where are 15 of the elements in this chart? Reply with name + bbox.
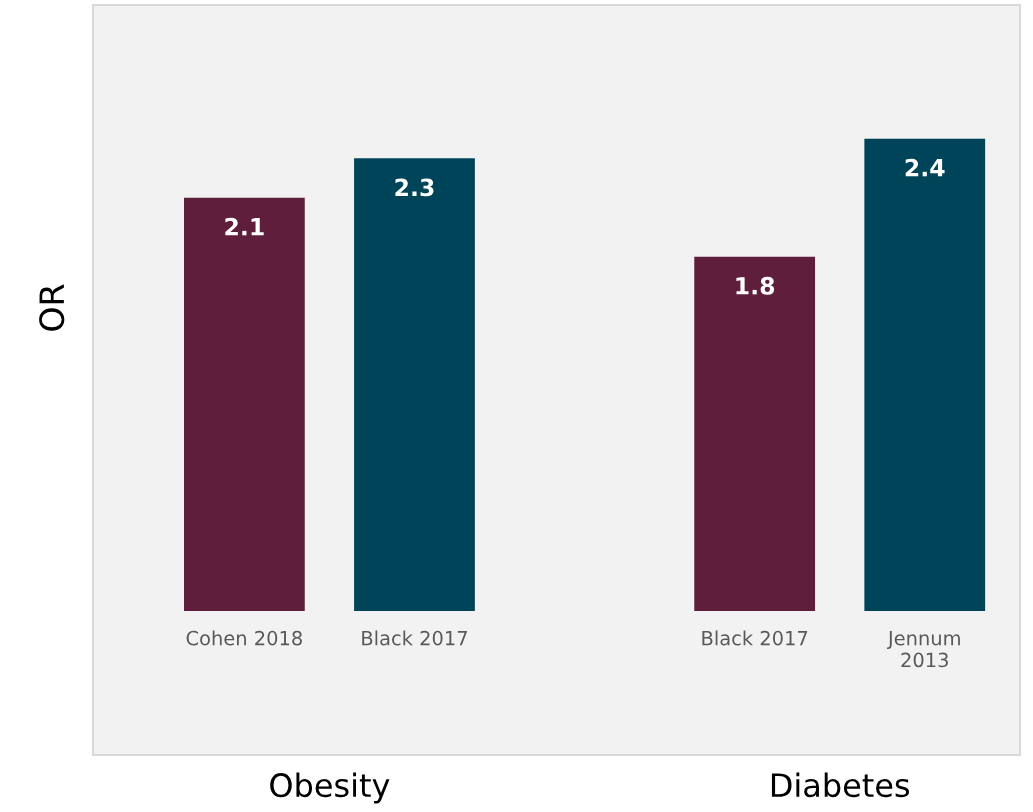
x-tick-label: Black 2017 bbox=[702, 630, 808, 646]
y-axis-title: OR bbox=[39, 284, 65, 331]
bar bbox=[354, 158, 475, 611]
data-label: 1.8 bbox=[736, 276, 775, 295]
bar bbox=[184, 197, 305, 611]
text: Obesity bbox=[270, 772, 390, 804]
bar bbox=[694, 256, 816, 611]
text: Diabetes bbox=[771, 772, 910, 798]
x-tick-label: Cohen 2018 bbox=[186, 630, 302, 646]
bar bbox=[864, 138, 986, 611]
data-label: 2.4 bbox=[905, 158, 945, 177]
x-tick-label: Black 2017 bbox=[362, 630, 467, 646]
x-tick-label: Jennum 2013 bbox=[886, 631, 960, 668]
data-label: 2.1 bbox=[225, 217, 264, 236]
data-label: 2.3 bbox=[395, 178, 434, 197]
